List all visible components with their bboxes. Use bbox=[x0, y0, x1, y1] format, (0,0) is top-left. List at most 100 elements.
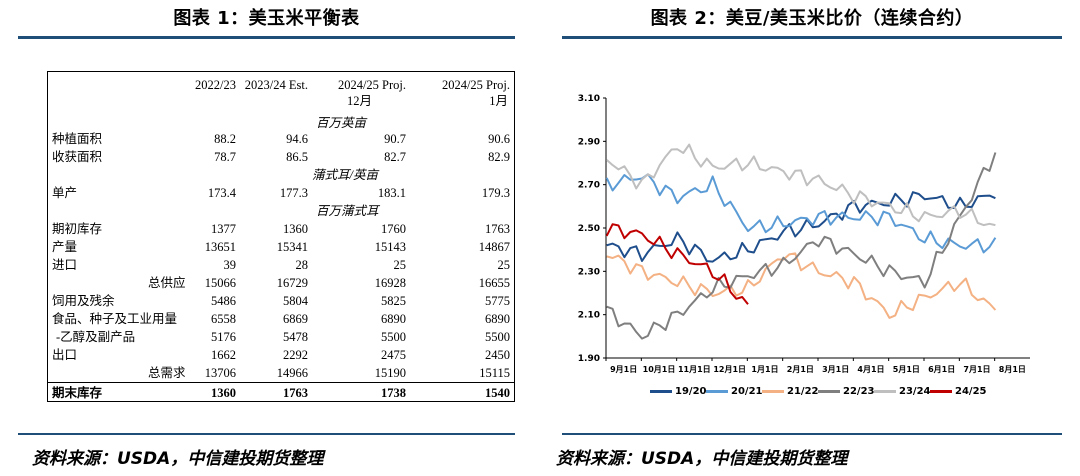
legend-swatch bbox=[930, 389, 952, 393]
left-figure-title: 图表 1：美玉米平衡表 bbox=[173, 8, 360, 29]
subheader-col3: 12月 bbox=[346, 94, 372, 108]
cell: 90.7 bbox=[384, 132, 406, 146]
series-line-21-22 bbox=[606, 252, 997, 319]
cell: 1662 bbox=[211, 348, 236, 362]
header-col1: 2022/23 bbox=[195, 78, 236, 92]
legend-label: 24/25 bbox=[955, 386, 987, 397]
series-line-24-25 bbox=[605, 223, 749, 305]
cell: 2450 bbox=[485, 348, 510, 362]
cell: 173.4 bbox=[207, 186, 236, 200]
row-label-harvested: 收获面积 bbox=[52, 150, 103, 164]
cell: 16729 bbox=[276, 276, 308, 290]
cell: 15341 bbox=[276, 240, 308, 254]
cell: 15066 bbox=[204, 276, 236, 290]
cell: 1763 bbox=[485, 222, 510, 236]
y-tick-label: 2.30 bbox=[578, 267, 600, 277]
cell: 25 bbox=[497, 258, 511, 272]
cell: 6890 bbox=[381, 312, 406, 326]
cell: 82.7 bbox=[384, 150, 406, 164]
cell: 177.3 bbox=[279, 186, 308, 200]
cell: 179.3 bbox=[481, 186, 510, 200]
table-total-divider bbox=[48, 382, 514, 383]
y-tick-label: 2.90 bbox=[578, 137, 600, 147]
cell: 1763 bbox=[283, 386, 308, 400]
subheader-col4: 1月 bbox=[489, 94, 508, 108]
cell: 6869 bbox=[283, 312, 308, 326]
unit-yield: 蒲式耳/英亩 bbox=[312, 168, 378, 182]
cell: 5804 bbox=[283, 294, 308, 308]
cell: 14867 bbox=[478, 240, 510, 254]
x-tick-label: 11月1日 bbox=[678, 365, 711, 374]
right-figure-title: 图表 2：美豆/美玉米比价（连续合约） bbox=[650, 8, 974, 29]
cell: 6558 bbox=[211, 312, 236, 326]
right-source-note: 资料来源：USDA，中信建投期货整理 bbox=[556, 449, 848, 469]
cell: 1377 bbox=[211, 222, 236, 236]
row-label-fsi: 食品、种子及工业用量 bbox=[52, 312, 178, 326]
legend-swatch bbox=[762, 389, 784, 393]
cell: 39 bbox=[223, 258, 237, 272]
row-label-yield: 单产 bbox=[52, 186, 78, 200]
cell: 5775 bbox=[485, 294, 510, 308]
cell: 1540 bbox=[485, 386, 510, 400]
cell: 2292 bbox=[283, 348, 308, 362]
row-label-feed: 饲用及残余 bbox=[52, 294, 115, 308]
unit-bushels: 百万蒲式耳 bbox=[316, 204, 379, 218]
legend-swatch bbox=[650, 389, 672, 393]
y-tick-label: 2.10 bbox=[578, 311, 600, 321]
x-tick-label: 2月1日 bbox=[787, 365, 814, 374]
cell: 183.1 bbox=[377, 186, 406, 200]
cell: 1738 bbox=[381, 386, 406, 400]
x-tick-label: 7月1日 bbox=[963, 365, 990, 374]
y-tick-label: 1.90 bbox=[578, 354, 600, 364]
cell: 28 bbox=[295, 258, 309, 272]
chart-axes: 3.10 2.90 2.70 2.50 2.30 2.10 1.90 9月1日 10月1日 11月… bbox=[578, 94, 1030, 374]
cell: 5486 bbox=[211, 294, 236, 308]
cell: 86.5 bbox=[286, 150, 308, 164]
row-label-demand: 总需求 bbox=[148, 366, 186, 380]
row-label-ethanol: -乙醇及副产品 bbox=[56, 330, 136, 344]
legend-item-24-25: 24/25 bbox=[930, 386, 986, 397]
row-label-planted: 种植面积 bbox=[52, 132, 103, 146]
cell: 25 bbox=[393, 258, 407, 272]
cell: 16928 bbox=[374, 276, 406, 290]
x-tick-label: 12月1日 bbox=[713, 365, 746, 374]
row-label-production: 产量 bbox=[52, 240, 78, 254]
header-col3: 2024/25 Proj. bbox=[337, 78, 406, 92]
series-line-23-24 bbox=[606, 143, 996, 227]
cell: 5500 bbox=[381, 330, 406, 344]
cell: 78.7 bbox=[214, 150, 236, 164]
cell: 2475 bbox=[381, 348, 406, 362]
y-tick-label: 2.70 bbox=[578, 181, 600, 191]
series-line-20-21 bbox=[605, 173, 997, 254]
left-footer-divider bbox=[18, 433, 515, 435]
left-title-divider bbox=[18, 36, 515, 39]
row-label-exports: 出口 bbox=[52, 348, 78, 362]
cell: 1360 bbox=[283, 222, 308, 236]
legend-swatch bbox=[874, 389, 896, 393]
x-tick-label: 6月1日 bbox=[928, 365, 955, 374]
left-source-note: 资料来源：USDA，中信建投期货整理 bbox=[32, 449, 324, 469]
legend-swatch bbox=[706, 389, 728, 393]
legend-label: 22/23 bbox=[843, 386, 875, 397]
legend-swatch bbox=[818, 389, 840, 393]
x-tick-label: 1月1日 bbox=[751, 365, 778, 374]
cell: 13706 bbox=[204, 366, 236, 380]
header-col4: 2024/25 Proj. bbox=[441, 78, 510, 92]
legend-label: 19/20 bbox=[675, 386, 707, 397]
series-line-22-23 bbox=[606, 152, 997, 340]
cell: 14966 bbox=[276, 366, 308, 380]
cell: 1760 bbox=[381, 222, 406, 236]
right-footer-divider bbox=[562, 433, 1062, 435]
y-tick-label: 3.10 bbox=[578, 94, 600, 104]
cell: 90.6 bbox=[488, 132, 510, 146]
legend-item-21-22: 21/22 bbox=[762, 386, 818, 397]
soy-corn-ratio-chart: 3.10 2.90 2.70 2.50 2.30 2.10 1.90 9月1日 10月1日 11月… bbox=[578, 94, 1030, 374]
cell: 5500 bbox=[485, 330, 510, 344]
cell: 1360 bbox=[211, 386, 236, 400]
cell: 5176 bbox=[211, 330, 236, 344]
legend-label: 23/24 bbox=[899, 386, 931, 397]
x-tick-label: 4月1日 bbox=[857, 365, 884, 374]
legend-item-19-20: 19/20 bbox=[650, 386, 706, 397]
row-label-ending: 期末库存 bbox=[52, 386, 103, 400]
cell: 82.9 bbox=[488, 150, 510, 164]
